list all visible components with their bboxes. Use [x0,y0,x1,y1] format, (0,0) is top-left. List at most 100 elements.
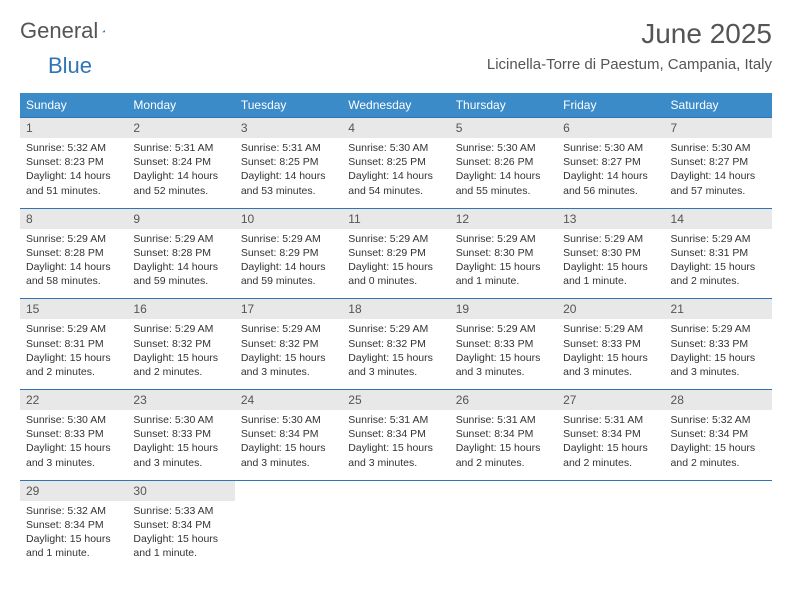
date-row: 2930 [20,480,772,501]
daylight-text-1: Daylight: 15 hours [563,441,658,455]
day-cell: Sunrise: 5:29 AMSunset: 8:28 PMDaylight:… [20,229,127,299]
dayname-1: Monday [127,93,234,117]
sunset-text: Sunset: 8:34 PM [241,427,336,441]
date-cell: 10 [235,208,342,229]
sunset-text: Sunset: 8:27 PM [563,155,658,169]
sunset-text: Sunset: 8:29 PM [241,246,336,260]
sunset-text: Sunset: 8:27 PM [671,155,766,169]
daylight-text-1: Daylight: 15 hours [348,351,443,365]
dayname-4: Thursday [450,93,557,117]
daylight-text-2: and 53 minutes. [241,184,336,198]
dayname-0: Sunday [20,93,127,117]
sunrise-text: Sunrise: 5:31 AM [348,413,443,427]
daylight-text-2: and 0 minutes. [348,274,443,288]
day-cell: Sunrise: 5:29 AMSunset: 8:32 PMDaylight:… [127,319,234,389]
sunset-text: Sunset: 8:30 PM [563,246,658,260]
day-cell: Sunrise: 5:31 AMSunset: 8:25 PMDaylight:… [235,138,342,208]
daylight-text-2: and 3 minutes. [348,365,443,379]
daylight-text-1: Daylight: 15 hours [348,260,443,274]
logo: General [20,18,126,44]
sunset-text: Sunset: 8:31 PM [26,337,121,351]
sunset-text: Sunset: 8:34 PM [348,427,443,441]
title-block: June 2025 Licinella-Torre di Paestum, Ca… [487,18,772,73]
content-row: Sunrise: 5:29 AM Sunset: 8:28 PM Daylight:… [20,229,772,299]
daylight-text-2: and 56 minutes. [563,184,658,198]
sunrise-text: Sunrise: 5:31 AM [133,141,228,155]
daylight-text-1: Daylight: 14 hours [456,169,551,183]
daylight-text-2: and 2 minutes. [26,365,121,379]
date-cell: 28 [665,390,772,411]
daylight-text-1: Daylight: 14 hours [671,169,766,183]
daylight-text-1: Daylight: 15 hours [26,351,121,365]
day-cell: Sunrise: 5:29 AMSunset: 8:31 PMDaylight:… [20,319,127,389]
sunset-text: Sunset: 8:26 PM [456,155,551,169]
daylight-text-1: Daylight: 15 hours [563,351,658,365]
date-cell [665,480,772,501]
date-cell: 14 [665,208,772,229]
daylight-text-2: and 52 minutes. [133,184,228,198]
sunrise-text: Sunrise: 5:29 AM [348,322,443,336]
day-cell [665,501,772,571]
daylight-text-2: and 57 minutes. [671,184,766,198]
sunset-text: Sunset: 8:29 PM [348,246,443,260]
date-cell: 19 [450,299,557,320]
date-cell: 15 [20,299,127,320]
day-cell: Sunrise: 5:33 AMSunset: 8:34 PMDaylight:… [127,501,234,571]
day-cell: Sunrise: 5:30 AMSunset: 8:34 PMDaylight:… [235,410,342,480]
sunset-text: Sunset: 8:33 PM [26,427,121,441]
daylight-text-1: Daylight: 15 hours [241,351,336,365]
dayname-5: Friday [557,93,664,117]
date-row: 891011121314 [20,208,772,229]
sunrise-text: Sunrise: 5:30 AM [456,141,551,155]
sunset-text: Sunset: 8:33 PM [563,337,658,351]
day-cell: Sunrise: 5:30 AMSunset: 8:26 PMDaylight:… [450,138,557,208]
day-cell: Sunrise: 5:29 AMSunset: 8:33 PMDaylight:… [557,319,664,389]
daylight-text-2: and 3 minutes. [671,365,766,379]
daylight-text-1: Daylight: 15 hours [348,441,443,455]
sunset-text: Sunset: 8:33 PM [456,337,551,351]
sunrise-text: Sunrise: 5:29 AM [456,322,551,336]
calendar-body: 1234567Sunrise: 5:32 AMSunset: 8:23 PMDa… [20,117,772,570]
sunset-text: Sunset: 8:33 PM [133,427,228,441]
date-cell: 18 [342,299,449,320]
day-cell: Sunrise: 5:30 AMSunset: 8:33 PMDaylight:… [20,410,127,480]
calendar-table: Sunday Monday Tuesday Wednesday Thursday… [20,93,772,117]
content-row: Sunrise: 5:30 AMSunset: 8:33 PMDaylight:… [20,410,772,480]
logo-text-1: General [20,18,98,44]
sunrise-text: Sunrise: 5:32 AM [26,504,121,518]
daylight-text-1: Daylight: 14 hours [133,260,228,274]
sunrise-text: Sunrise: 5:29 AM [348,232,443,246]
daylight-text-2: and 3 minutes. [563,365,658,379]
daylight-text-1: Daylight: 15 hours [456,441,551,455]
date-row: 22232425262728 [20,390,772,411]
daylight-text-2: and 3 minutes. [241,365,336,379]
sunrise-text: Sunrise: 5:29 AM [456,232,551,246]
sunset-text: Sunset: 8:32 PM [241,337,336,351]
sunrise-text: Sunrise: 5:29 AM [241,322,336,336]
day-cell [342,501,449,571]
daylight-text-2: and 2 minutes. [563,456,658,470]
date-cell: 26 [450,390,557,411]
date-row: 15161718192021 [20,299,772,320]
day-cell: Sunrise: 5:31 AMSunset: 8:34 PMDaylight:… [557,410,664,480]
day-cell: Sunrise: 5:29 AMSunset: 8:30 PMDaylight:… [450,229,557,299]
sunset-text: Sunset: 8:24 PM [133,155,228,169]
day-cell: Sunrise: 5:29 AMSunset: 8:32 PMDaylight:… [342,319,449,389]
sunrise-text: Sunrise: 5:30 AM [563,141,658,155]
sunset-text: Sunset: 8:31 PM [671,246,766,260]
daylight-text-2: and 3 minutes. [348,456,443,470]
sunrise-text: Sunrise: 5:29 AM [671,322,766,336]
day-cell: Sunrise: 5:32 AMSunset: 8:34 PMDaylight:… [665,410,772,480]
sunrise-text: Sunrise: 5:30 AM [26,413,121,427]
date-cell: 3 [235,118,342,139]
daylight-text-2: and 2 minutes. [671,456,766,470]
date-cell: 5 [450,118,557,139]
sunset-text: Sunset: 8:28 PM [26,246,121,260]
day-cell: Sunrise: 5:30 AMSunset: 8:25 PMDaylight:… [342,138,449,208]
day-cell: Sunrise: 5:29 AMSunset: 8:33 PMDaylight:… [665,319,772,389]
sunset-text: Sunset: 8:34 PM [563,427,658,441]
date-cell: 17 [235,299,342,320]
month-title: June 2025 [487,18,772,50]
date-cell: 27 [557,390,664,411]
dayname-2: Tuesday [235,93,342,117]
